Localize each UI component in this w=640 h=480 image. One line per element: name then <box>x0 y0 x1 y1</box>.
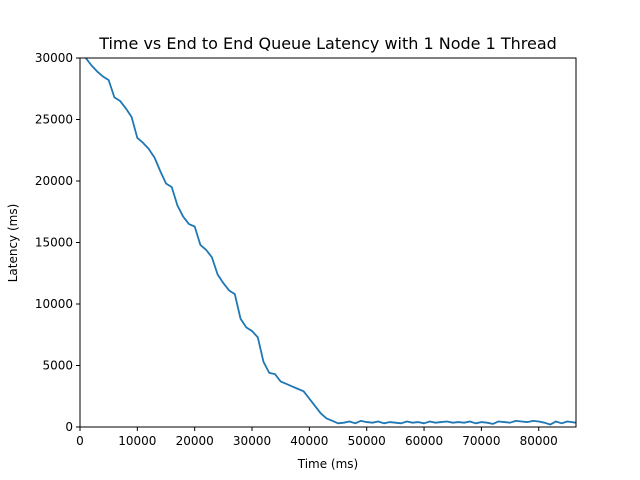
x-tick-label: 30000 <box>233 434 271 448</box>
latency-series-line <box>84 58 576 426</box>
x-axis-label: Time (ms) <box>297 457 359 471</box>
x-tick-label: 20000 <box>176 434 214 448</box>
x-tick-label: 80000 <box>520 434 558 448</box>
y-tick-label: 15000 <box>35 236 73 250</box>
x-tick-label: 40000 <box>290 434 328 448</box>
y-tick-label: 20000 <box>35 174 73 188</box>
x-tick-label: 60000 <box>405 434 443 448</box>
y-tick-label: 10000 <box>35 297 73 311</box>
y-axis-ticks: 0 5000 10000 15000 20000 25000 30000 <box>35 51 80 434</box>
y-tick-label: 25000 <box>35 113 73 127</box>
x-tick-label: 0 <box>76 434 84 448</box>
chart-title: Time vs End to End Queue Latency with 1 … <box>98 34 557 53</box>
x-tick-label: 50000 <box>348 434 386 448</box>
y-tick-label: 5000 <box>42 359 73 373</box>
y-axis-label: Latency (ms) <box>6 204 20 283</box>
x-tick-label: 70000 <box>462 434 500 448</box>
y-tick-label: 0 <box>65 420 73 434</box>
x-tick-label: 10000 <box>118 434 156 448</box>
axes-frame <box>79 57 577 428</box>
x-axis-ticks: 0 10000 20000 30000 40000 50000 60000 70000 8000… <box>76 427 558 448</box>
y-tick-label: 30000 <box>35 51 73 65</box>
plot-area <box>84 58 576 426</box>
